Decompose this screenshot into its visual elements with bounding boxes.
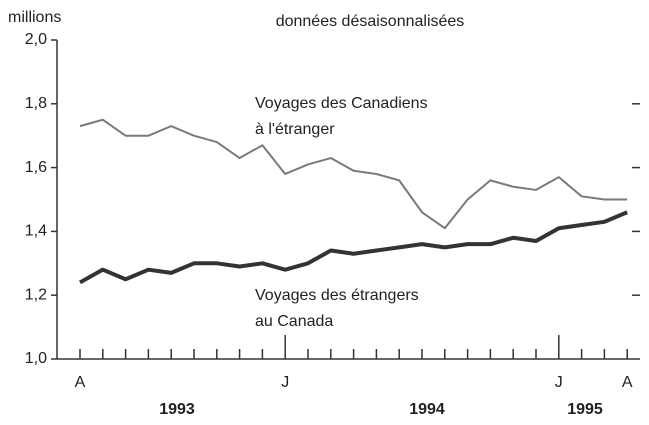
year-label: 1995 [567, 401, 603, 418]
x-tick-label: J [281, 374, 289, 391]
y-tick-label: 1,0 [25, 350, 47, 367]
series-label: Voyages des Canadiens [255, 95, 428, 112]
series-label: au Canada [255, 313, 333, 330]
x-tick-label: A [75, 374, 86, 391]
series-line [79, 210, 628, 285]
x-tick-label: J [555, 374, 563, 391]
series-label: Voyages des étrangers [255, 287, 419, 304]
y-tick-label: 1,6 [25, 159, 47, 176]
series-label: à l'étranger [255, 121, 335, 138]
chart-subtitle: données désaisonnalisées [276, 13, 465, 30]
year-label: 1994 [409, 401, 445, 418]
y-tick-label: 2,0 [25, 31, 47, 48]
y-tick-label: 1,4 [25, 223, 47, 240]
unit-label: millions [8, 9, 61, 26]
year-label: 1993 [159, 401, 195, 418]
series-line [79, 118, 628, 230]
y-tick-label: 1,2 [25, 286, 47, 303]
x-tick-label: A [622, 374, 633, 391]
y-tick-label: 1,8 [25, 95, 47, 112]
